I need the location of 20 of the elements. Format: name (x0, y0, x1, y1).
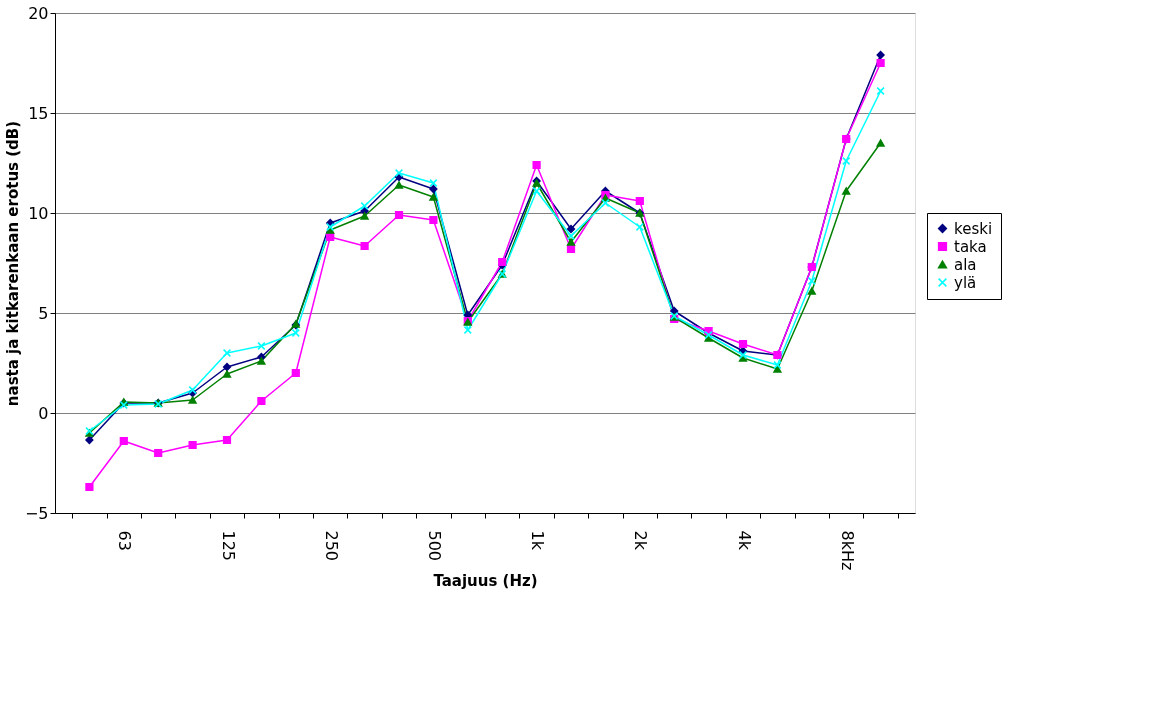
x-tick-label: 8kHz (837, 530, 857, 571)
x-tick-label: 500 (424, 530, 444, 562)
x-tick-label: 1k (528, 530, 548, 551)
y-tick-label: 20 (28, 3, 49, 23)
legend-label: keski (954, 219, 993, 238)
y-tick-label: 0 (38, 403, 49, 423)
legend-label: ylä (954, 273, 977, 292)
y-axis-title: nasta ja kitkarenkaan erotus (dB) (3, 120, 22, 407)
x-axis-title: Taajuus (Hz) (433, 572, 538, 591)
y-tick-label: 10 (28, 203, 49, 223)
x-tick-label: 63 (115, 530, 135, 551)
x-tick-label: 4k (734, 530, 754, 551)
x-tick-label: 2k (631, 530, 651, 551)
legend-label: ala (954, 255, 977, 274)
y-tick-label: 15 (28, 103, 49, 123)
y-tick-label: 5 (38, 303, 49, 323)
x-tick-label: 250 (321, 530, 341, 562)
x-tick-label: 125 (218, 530, 238, 562)
y-tick-label: −5 (24, 503, 49, 523)
legend-label: taka (954, 237, 987, 256)
